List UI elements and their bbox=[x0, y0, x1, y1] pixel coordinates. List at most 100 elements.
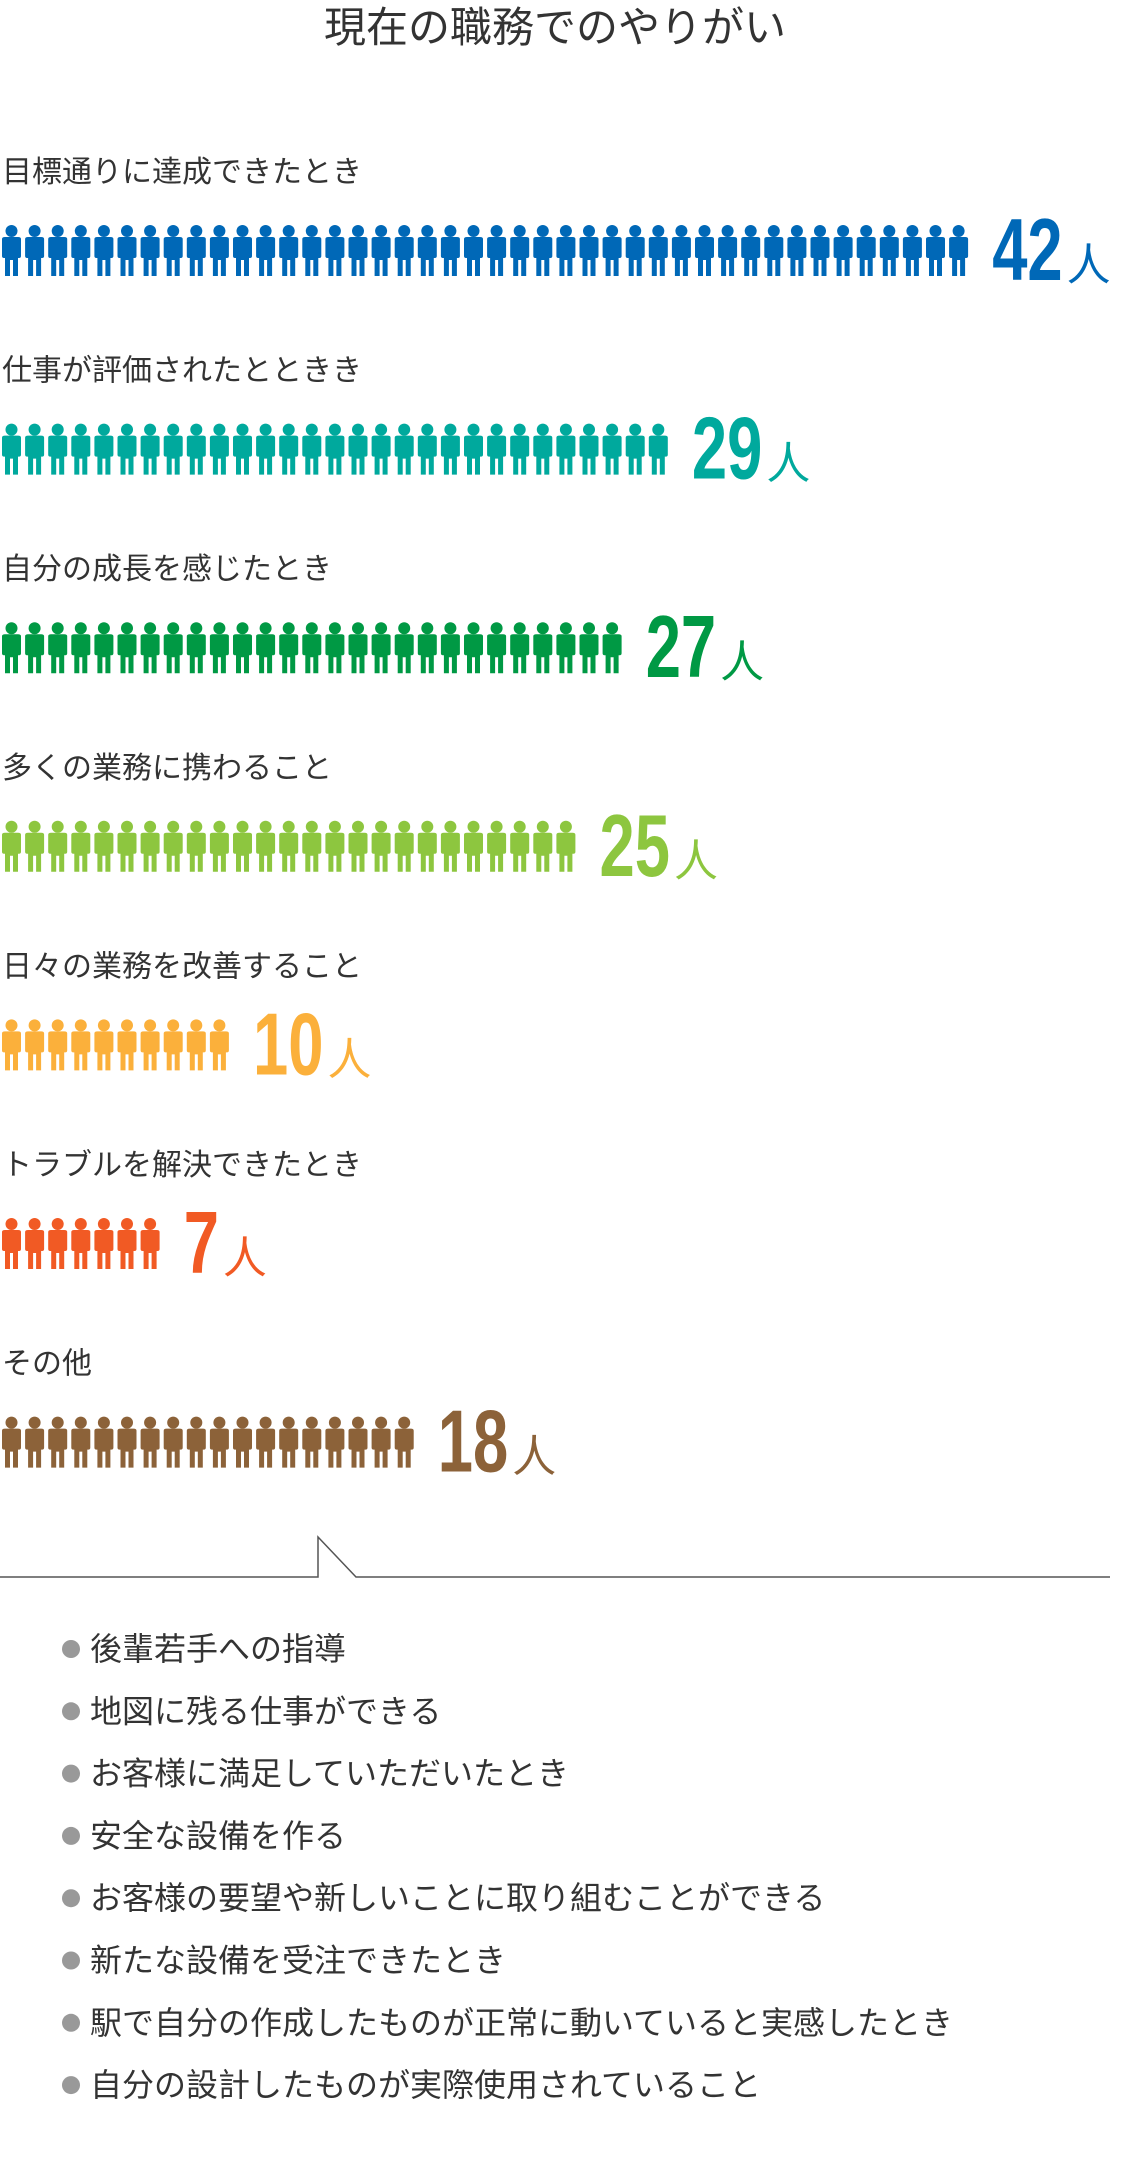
person-icon bbox=[464, 225, 483, 276]
person-icon bbox=[209, 1019, 229, 1071]
person-icon bbox=[325, 820, 345, 872]
person-icon bbox=[94, 423, 114, 475]
bullet bbox=[62, 1889, 80, 1908]
unit-label: 人 bbox=[720, 637, 764, 688]
person-icon bbox=[2, 225, 21, 276]
person-icon bbox=[48, 1019, 68, 1071]
person-icon bbox=[71, 1416, 91, 1468]
category-label: 自分の成長を感じたとき bbox=[2, 552, 332, 587]
person-icon bbox=[233, 423, 252, 475]
person-icon bbox=[2, 1416, 21, 1468]
person-icon bbox=[48, 423, 68, 475]
person-icon bbox=[394, 423, 414, 475]
person-icon bbox=[648, 423, 668, 475]
person-icon bbox=[949, 225, 969, 276]
person-icon bbox=[71, 820, 91, 872]
person-icon bbox=[140, 423, 160, 475]
person-icon bbox=[533, 622, 553, 674]
person-icon bbox=[325, 1416, 345, 1468]
person-icon bbox=[186, 225, 206, 276]
unit-label: 人 bbox=[1067, 240, 1111, 291]
value-group: 10 bbox=[253, 996, 323, 1094]
person-icon bbox=[579, 622, 599, 674]
person-icon bbox=[117, 622, 137, 674]
icon-row bbox=[2, 1019, 229, 1071]
value-label: 18 bbox=[438, 1394, 508, 1492]
person-icon bbox=[487, 225, 507, 276]
person-icon bbox=[625, 225, 645, 276]
person-icon bbox=[602, 225, 622, 276]
person-icon bbox=[487, 820, 507, 872]
person-icon bbox=[2, 1218, 21, 1269]
person-icon bbox=[533, 820, 553, 872]
other-detail: お客様に満足していただいたとき bbox=[90, 1755, 569, 1793]
bullet bbox=[62, 1951, 80, 1970]
person-icon bbox=[94, 820, 114, 872]
person-icon bbox=[71, 1019, 91, 1071]
person-icon bbox=[348, 225, 368, 276]
person-icon bbox=[764, 225, 784, 276]
category-label: 目標通りに達成できたとき bbox=[2, 155, 362, 190]
person-icon bbox=[579, 423, 599, 475]
person-icon bbox=[94, 622, 114, 674]
person-icon bbox=[487, 622, 507, 674]
person-icon bbox=[371, 225, 391, 276]
person-icon bbox=[48, 820, 68, 872]
person-icon bbox=[440, 820, 460, 872]
person-icon bbox=[440, 423, 460, 475]
person-icon bbox=[279, 820, 299, 872]
value-group: 25 bbox=[600, 798, 670, 896]
person-icon bbox=[256, 1416, 276, 1468]
person-icon bbox=[348, 423, 368, 475]
person-icon bbox=[394, 1416, 414, 1468]
person-icon bbox=[71, 225, 91, 276]
person-icon bbox=[810, 225, 830, 276]
person-icon bbox=[648, 225, 668, 276]
person-icon bbox=[718, 225, 738, 276]
bullet bbox=[62, 1702, 80, 1721]
person-icon bbox=[209, 820, 229, 872]
person-icon bbox=[186, 1416, 206, 1468]
person-icon bbox=[279, 225, 299, 276]
person-icon bbox=[25, 225, 45, 276]
person-icon bbox=[371, 1416, 391, 1468]
icon-row bbox=[2, 1416, 414, 1468]
person-icon bbox=[579, 225, 599, 276]
person-icon bbox=[163, 423, 183, 475]
person-icon bbox=[117, 1218, 137, 1269]
person-icon bbox=[371, 423, 391, 475]
person-icon bbox=[186, 820, 206, 872]
person-icon bbox=[556, 622, 576, 674]
chart-title: 現在の職務でのやりがい bbox=[324, 3, 786, 52]
person-icon bbox=[556, 423, 576, 475]
value-group: 18 bbox=[438, 1394, 508, 1492]
other-detail: 地図に残る仕事ができる bbox=[90, 1692, 441, 1730]
unit-label: 人 bbox=[223, 1233, 267, 1284]
other-detail: 自分の設計したものが実際使用されていること bbox=[90, 2066, 761, 2104]
person-icon bbox=[833, 225, 853, 276]
person-icon bbox=[186, 423, 206, 475]
person-icon bbox=[417, 622, 437, 674]
person-icon bbox=[856, 225, 876, 276]
person-icon bbox=[117, 1019, 137, 1071]
person-icon bbox=[2, 1019, 21, 1071]
divider bbox=[0, 1535, 1110, 1578]
person-icon bbox=[417, 225, 437, 276]
value-label: 42 bbox=[992, 202, 1062, 300]
person-icon bbox=[279, 423, 299, 475]
person-icon bbox=[302, 423, 322, 475]
person-icon bbox=[510, 423, 530, 475]
person-icon bbox=[302, 820, 322, 872]
person-icon bbox=[186, 622, 206, 674]
bullet bbox=[62, 2013, 80, 2032]
person-icon bbox=[533, 423, 553, 475]
person-icon bbox=[302, 1416, 322, 1468]
person-icon bbox=[233, 622, 252, 674]
person-icon bbox=[440, 622, 460, 674]
person-icon bbox=[117, 225, 137, 276]
bullet bbox=[62, 1640, 80, 1658]
value-label: 29 bbox=[692, 401, 762, 499]
value-group: 27 bbox=[646, 599, 716, 697]
person-icon bbox=[417, 423, 437, 475]
